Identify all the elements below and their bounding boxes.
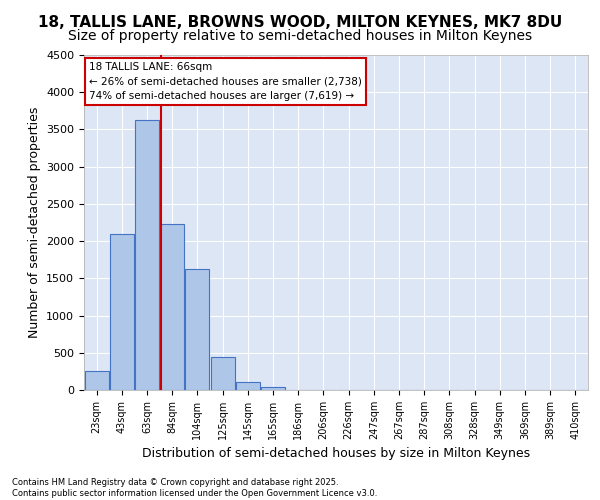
- Bar: [261, 386, 285, 390]
- Bar: [135, 120, 159, 390]
- Bar: [236, 382, 260, 390]
- Text: 18, TALLIS LANE, BROWNS WOOD, MILTON KEYNES, MK7 8DU: 18, TALLIS LANE, BROWNS WOOD, MILTON KEY…: [38, 15, 562, 30]
- Y-axis label: Number of semi-detached properties: Number of semi-detached properties: [28, 107, 41, 338]
- Bar: [110, 234, 134, 390]
- Bar: [160, 224, 184, 390]
- Bar: [185, 268, 209, 390]
- X-axis label: Distribution of semi-detached houses by size in Milton Keynes: Distribution of semi-detached houses by …: [142, 448, 530, 460]
- Text: 18 TALLIS LANE: 66sqm
← 26% of semi-detached houses are smaller (2,738)
74% of s: 18 TALLIS LANE: 66sqm ← 26% of semi-deta…: [89, 62, 362, 102]
- Bar: [85, 371, 109, 390]
- Bar: [211, 357, 235, 390]
- Text: Contains HM Land Registry data © Crown copyright and database right 2025.
Contai: Contains HM Land Registry data © Crown c…: [12, 478, 377, 498]
- Text: Size of property relative to semi-detached houses in Milton Keynes: Size of property relative to semi-detach…: [68, 29, 532, 43]
